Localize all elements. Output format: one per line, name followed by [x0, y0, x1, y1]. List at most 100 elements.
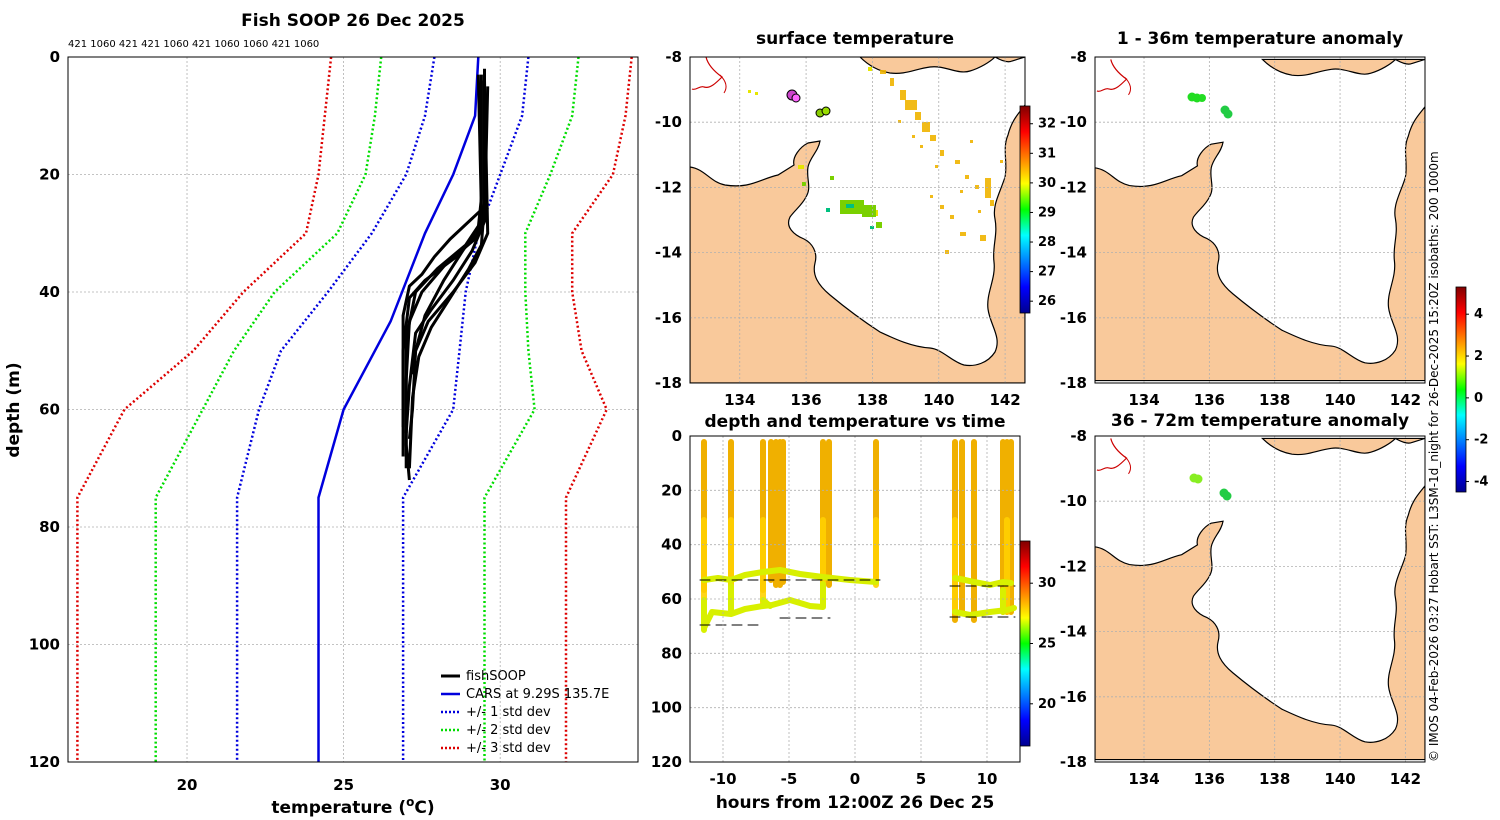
anomaly-shallow-ticks: 134 136 138 140 142 -8 -10 -12 -14 -16 -18: [1060, 48, 1425, 409]
colorbar-tick-label: 25: [1038, 637, 1056, 652]
colorbar-tick-label: 27: [1038, 265, 1056, 280]
track-marker: [821, 106, 831, 116]
profile-y-tick-label: 60: [39, 401, 60, 419]
colorbar-tick-label: 20: [1038, 697, 1056, 712]
legend-label-fishsoop: fishSOOP: [466, 669, 526, 684]
profile-frame: [67, 56, 639, 763]
anomaly-point: [1198, 94, 1206, 102]
anomaly-point: [1222, 491, 1232, 501]
map-y-tick-label: -10: [655, 113, 682, 131]
map-x-tick-label: 140: [1324, 391, 1355, 409]
anomaly-deep-basemap: [1095, 437, 1425, 761]
sst-colorbar-ticks: 26 27 28 29 30 31 32: [1030, 117, 1056, 309]
map-x-tick-label: 136: [790, 391, 821, 409]
depth-time-title: depth and temperature vs time: [705, 412, 1006, 432]
map-y-tick-label: -14: [1060, 623, 1087, 641]
anomaly-point: [1223, 109, 1233, 119]
map-y-tick-label: -12: [1060, 178, 1087, 196]
depth-time-y-tick-label: 60: [661, 590, 682, 608]
map-x-tick-label: 138: [1259, 770, 1290, 788]
profile-top-annotation: 421 1060 421 421 1060 421 1060 1060 421 …: [68, 39, 319, 50]
depth-time-colorbar: [1019, 540, 1031, 747]
profile-y-tick-label: 100: [29, 636, 60, 654]
map-y-tick-label: -10: [1060, 492, 1087, 510]
map-x-tick-label: 140: [923, 391, 954, 409]
depth-time-x-tick-label: 0: [850, 770, 860, 788]
profile-plot: Fish SOOP 26 Dec 2025 421 1060 421 421 1…: [4, 11, 639, 818]
map-y-tick-label: -14: [655, 244, 682, 262]
series-line--3-std-dev: [564, 56, 633, 762]
sst-colorbar: [1019, 105, 1031, 314]
surface-temperature-map: surface temperature: [655, 29, 1056, 409]
legend-label-1std: +/- 1 std dev: [466, 705, 551, 720]
profile-xlabel-sup: o: [406, 795, 414, 809]
anomaly-map-shallow: 1 - 36m temperature anomaly 134 136 138 140…: [1060, 29, 1426, 409]
fishsoop-profiles: [401, 68, 490, 481]
fishsoop-profile-line: [401, 74, 483, 428]
profile-ylabel: depth (m): [4, 362, 24, 457]
series-line--2-std-dev: [154, 56, 383, 762]
anomaly-shallow-points: [1187, 92, 1233, 119]
colorbar-tick-label: -2: [1474, 433, 1488, 448]
colorbar-tick-label: -4: [1474, 475, 1488, 490]
series-line--1-std-dev: [401, 56, 530, 762]
anomaly-point: [1193, 474, 1203, 484]
colorbar-tick-label: 32: [1038, 117, 1056, 132]
depth-time-y-tick-label: 120: [651, 753, 682, 771]
map-x-tick-label: 134: [1128, 391, 1159, 409]
map-x-tick-label: 142: [989, 391, 1020, 409]
anomaly-deep-ticks: 134 136 138 140 142 -8 -10 -12 -14 -16 -18: [1060, 427, 1425, 788]
credit-text: © IMOS 04-Feb-2026 03:27 Hobart SST: L3S…: [1427, 151, 1441, 762]
profile-y-tick-label: 120: [29, 753, 60, 771]
profile-series-group: [76, 56, 633, 762]
profile-y-tick-label: 0: [50, 48, 60, 66]
map-y-tick-label: -18: [1060, 753, 1087, 771]
profile-y-tick-label: 80: [39, 518, 60, 536]
colorbar-tick-label: 28: [1038, 235, 1056, 250]
anomaly-deep-points: [1189, 473, 1232, 501]
map-y-tick-label: -16: [1060, 309, 1087, 327]
colorbar-tick-label: 26: [1038, 294, 1056, 309]
profile-y-tick-label: 20: [39, 166, 60, 184]
surface-map-track-markers: [786, 89, 831, 118]
anomaly-colorbar: [1455, 286, 1467, 493]
legend-label-2std: +/- 2 std dev: [466, 723, 551, 738]
depth-time-x-tick-label: -10: [709, 770, 736, 788]
fishsoop-profile-line: [407, 68, 486, 469]
map-x-tick-label: 138: [857, 391, 888, 409]
track-marker: [791, 93, 801, 103]
map-x-tick-label: 134: [724, 391, 755, 409]
profile-x-tick-label: 30: [490, 776, 511, 794]
colorbar-tick-label: 31: [1038, 146, 1056, 161]
profile-xlabel-pre: temperature (: [271, 798, 406, 818]
anomaly-shallow-basemap: [1095, 58, 1425, 382]
map-y-tick-label: -8: [1070, 48, 1087, 66]
surface-map-title: surface temperature: [756, 29, 954, 49]
colorbar-tick-label: 0: [1474, 391, 1483, 406]
map-x-tick-label: 142: [1390, 770, 1421, 788]
legend-label-3std: +/- 3 std dev: [466, 741, 551, 756]
map-y-tick-label: -16: [655, 309, 682, 327]
map-y-tick-label: -18: [655, 374, 682, 392]
map-y-tick-label: -12: [655, 178, 682, 196]
series-line-cars-at-9-29s-135-7e: [317, 56, 480, 762]
map-y-tick-label: -8: [665, 48, 682, 66]
profile-x-tick-label: 25: [333, 776, 354, 794]
colorbar-tick-label: 29: [1038, 205, 1056, 220]
map-x-tick-label: 142: [1390, 391, 1421, 409]
map-x-tick-label: 138: [1259, 391, 1290, 409]
anomaly-shallow-frame: [1094, 56, 1426, 384]
depth-time-y-tick-label: 20: [661, 481, 682, 499]
series-line--2-std-dev: [483, 56, 580, 762]
depth-time-x-tick-label: 5: [916, 770, 926, 788]
surface-map-basemap: [690, 57, 1025, 383]
map-y-tick-label: -16: [1060, 688, 1087, 706]
map-x-tick-label: 136: [1194, 770, 1225, 788]
map-y-tick-label: -18: [1060, 374, 1087, 392]
colorbar-tick-label: 30: [1038, 576, 1056, 591]
map-y-tick-label: -10: [1060, 113, 1087, 131]
series-line--1-std-dev: [235, 56, 436, 762]
depth-time-plot: depth and temperature vs time -10 -5 0 5 100…: [651, 412, 1056, 813]
depth-time-y-tick-label: 100: [651, 699, 682, 717]
